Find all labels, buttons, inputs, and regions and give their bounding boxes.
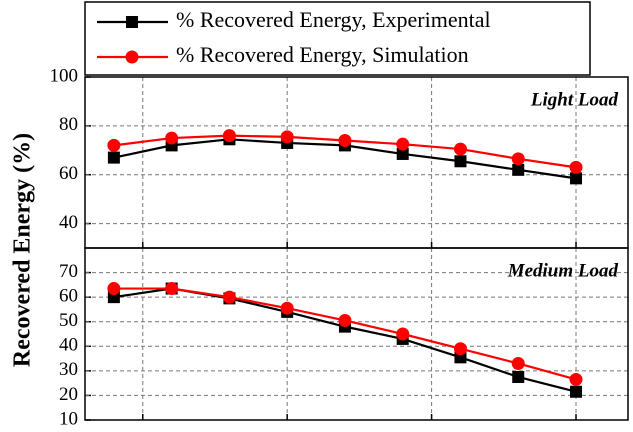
marker [396, 327, 410, 341]
series-line [113, 287, 577, 393]
marker [107, 138, 121, 152]
legend-box [84, 1, 591, 76]
series-line [113, 287, 577, 381]
y-tick-label: 10 [59, 408, 78, 429]
marker [165, 131, 179, 145]
marker [512, 371, 525, 383]
legend-marker [126, 16, 138, 28]
y-tick-label: 60 [59, 163, 78, 184]
panel-frame [84, 247, 629, 421]
marker [511, 356, 525, 370]
panel-annotation: Medium Load [507, 260, 619, 281]
marker [222, 129, 236, 143]
marker [396, 147, 409, 160]
marker [165, 282, 179, 296]
y-tick-label: 100 [50, 65, 79, 86]
marker [512, 163, 525, 176]
y-tick-label: 40 [59, 212, 78, 233]
marker [107, 282, 121, 296]
legend-label: % Recovered Energy, Experimental [176, 7, 491, 32]
marker [569, 160, 583, 174]
marker [280, 301, 294, 315]
marker [570, 385, 583, 398]
marker [454, 155, 467, 168]
y-tick-label: 80 [59, 114, 78, 135]
y-tick-label: 30 [59, 359, 78, 380]
marker [569, 372, 583, 386]
panel-annotation: Light Load [530, 89, 619, 110]
y-tick-label: 70 [59, 261, 78, 282]
legend-marker [125, 50, 139, 64]
y-axis-label: Recovered Energy (%) [10, 133, 36, 367]
y-tick-label: 50 [59, 310, 78, 331]
marker [453, 342, 467, 356]
marker [338, 134, 352, 148]
marker [222, 290, 236, 304]
legend-label: % Recovered Energy, Simulation [176, 42, 469, 67]
y-tick-label: 20 [59, 384, 78, 405]
marker [570, 172, 583, 185]
marker [107, 151, 120, 164]
marker [511, 152, 525, 166]
marker [396, 137, 410, 151]
marker [280, 130, 294, 144]
y-tick-label: 60 [59, 286, 78, 307]
marker [338, 313, 352, 327]
y-tick-label: 40 [59, 335, 78, 356]
marker [453, 142, 467, 156]
